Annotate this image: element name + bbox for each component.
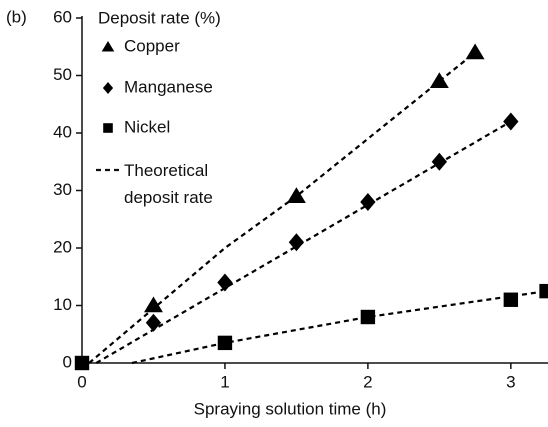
panel-label: (b) (6, 7, 27, 26)
point (217, 335, 233, 351)
theoretical-line (131, 290, 547, 365)
x-tick-label: 2 (363, 372, 372, 391)
point (503, 112, 519, 131)
y-tick-label: 30 (53, 180, 72, 199)
x-tick-label: 0 (77, 372, 86, 391)
point (144, 296, 163, 313)
x-axis-label: Spraying solution time (h) (194, 399, 387, 418)
legend-marker (102, 82, 114, 94)
y-tick-label: 40 (53, 122, 72, 141)
x-tick-label: 1 (220, 372, 229, 391)
legend-label: Theoretical deposit rate (124, 161, 213, 207)
legend-label: Manganese (124, 77, 213, 96)
point (465, 43, 485, 60)
y-tick-label: 0 (63, 352, 72, 371)
point (145, 313, 162, 332)
point (539, 283, 548, 299)
legend-label: Copper (124, 36, 180, 55)
point (431, 152, 448, 171)
point (74, 355, 90, 371)
point (360, 193, 376, 211)
y-axis-label: Deposit rate (%) (98, 8, 221, 27)
point (503, 292, 519, 307)
point (429, 72, 449, 88)
legend-label: Nickel (124, 117, 170, 136)
theoretical-line (88, 51, 476, 364)
y-tick-label: 60 (53, 7, 72, 26)
point (217, 273, 233, 292)
y-tick-label: 10 (53, 295, 72, 314)
x-tick-label: 3 (506, 372, 515, 391)
y-tick-label: 20 (53, 237, 72, 256)
legend-marker (103, 123, 113, 133)
point (288, 233, 305, 252)
point (286, 187, 306, 203)
point (360, 309, 376, 325)
y-tick-label: 50 (53, 65, 72, 84)
legend-marker (101, 41, 115, 52)
